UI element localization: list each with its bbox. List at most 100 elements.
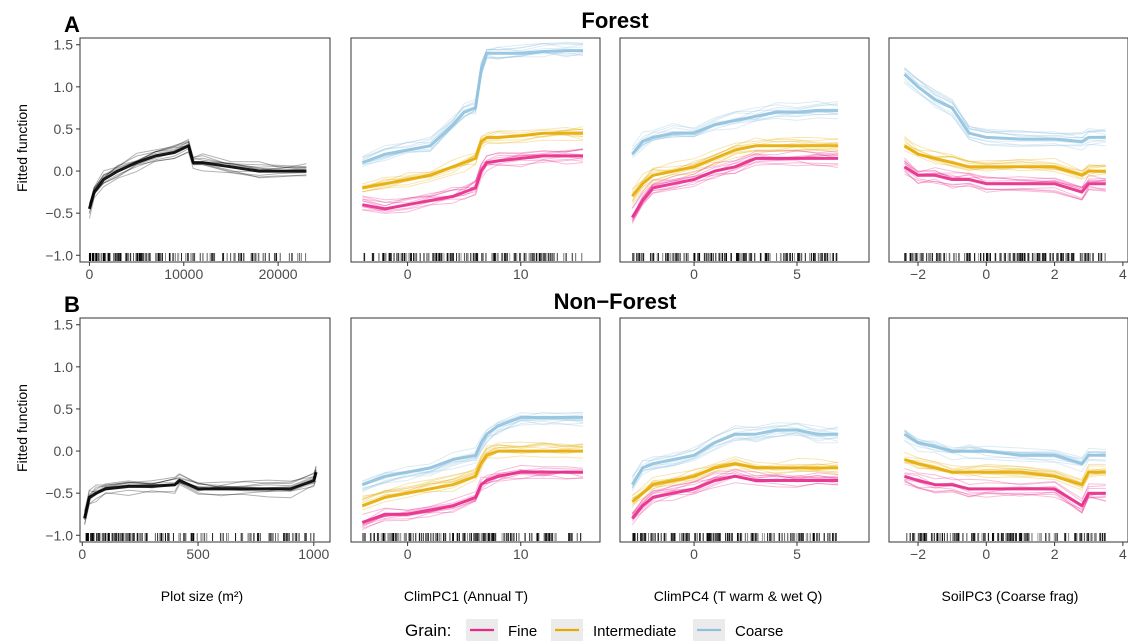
series-replicate-line [84,480,317,526]
series-line-intermediate [361,449,583,508]
series-replicate-line [84,466,317,512]
x-axis-title-soilpc3: SoilPC3 (Coarse frag) [942,588,1079,604]
series-replicate-line [904,150,1106,180]
x-tick-label: 5 [793,266,801,282]
series-replicate-line [904,68,1106,135]
x-tick-label: 10 [513,266,529,282]
x-axis-title-plot-size: Plot size (m²) [161,588,243,604]
series-replicate-line [84,465,317,518]
row-tag-a: A [64,12,80,37]
x-axis-title-climpc1: ClimPC1 (Annual T) [404,588,528,604]
series-replicate-line [904,440,1106,467]
panel-plot-area [631,100,839,261]
series-replicate-line [631,472,839,515]
series-line-fine [631,156,839,219]
series-line-intermediate [631,462,839,503]
series-replicate-line [362,418,584,489]
series-line-coarse [631,428,839,486]
series-replicate-line [904,479,1106,514]
x-tick-label: 2 [1051,546,1059,562]
series-replicate-line [362,42,584,157]
series-replicate-line [88,151,307,219]
x-tick-label: 0 [690,546,698,562]
panel-border [79,317,331,543]
series-line-fine [631,474,839,520]
series-line-intermediate [362,131,583,190]
y-tick-label: 1.5 [54,317,74,333]
y-tick-label: 0.5 [54,401,74,417]
series-line-coarse [903,73,1106,144]
series-replicate-line [631,148,839,203]
series-replicate-line [362,149,584,203]
x-tick-label: 0 [982,266,990,282]
series-replicate-line [904,72,1106,139]
series-replicate-line [362,467,584,524]
y-tick-label: 1.0 [54,359,74,375]
series-line-fine [903,474,1106,508]
series-replicate-line [904,169,1106,201]
series-replicate-line [631,138,839,193]
series-replicate-line [904,168,1106,201]
series-replicate-line [362,445,584,501]
panel-border [888,37,1128,263]
panel-plot-area [361,411,584,541]
legend: Grain: Fine Intermediate Coarse [405,619,783,641]
series-replicate-line [904,161,1106,191]
series-replicate-line [362,148,584,201]
panel-plot-area [631,422,839,541]
series-band-intermediate [631,136,839,205]
series-replicate-line [631,456,839,497]
series-replicate-line [631,150,839,209]
series-replicate-line [904,171,1106,201]
series-replicate-line [904,160,1106,188]
series-band-fine [904,157,1106,201]
series-replicate-line [631,148,839,201]
series-line-fine [362,154,583,211]
legend-label-coarse: Coarse [735,623,783,640]
series-replicate-line [362,455,584,511]
series-replicate-line [904,135,1106,172]
series-band-fit [84,465,317,526]
x-axis-title-climpc4: ClimPC4 (T warm & wet Q) [654,588,823,604]
row-title-forest: Forest [581,8,649,33]
series-line-intermediate [903,144,1106,177]
series-replicate-line [632,458,839,496]
panel-non-forest-2: 0 10 [350,317,601,562]
series-replicate-line [631,434,839,488]
rug-marks [906,533,1106,541]
series-replicate-line [362,149,584,204]
series-replicate-line [904,67,1106,135]
panel-border [79,37,331,263]
series-replicate-line [88,138,307,204]
x-tick-label: 10 [513,546,529,562]
series-line-intermediate [631,144,839,198]
series-replicate-line [904,78,1106,147]
y-tick-label: 1.0 [54,79,74,95]
series-replicate-line [631,140,839,196]
series-replicate-line [631,422,839,479]
y-tick-label: 1.5 [54,37,74,53]
series-replicate-line [88,140,307,206]
series-replicate-line [362,139,584,193]
panel-group: −1.0−0.50.00.51.01.50 10000 20000 0 10 0 5 −2 0 2… [45,37,1128,562]
legend-label-intermediate: Intermediate [593,623,676,640]
series-band-coarse [904,67,1106,151]
series-replicate-line [631,482,839,526]
series-replicate-line [631,163,839,223]
y-tick-label: −0.5 [45,485,73,501]
series-replicate-line [904,71,1106,139]
panel-non-forest-4: −2 0 2 4 [888,317,1128,562]
series-replicate-line [84,469,317,517]
series-replicate-line [84,468,317,511]
panel-forest-2: 0 10 [350,37,601,282]
panel-non-forest-1: −1.0 −0.5 0.0 0.5 1.0 1.5 0 500 1000 [45,317,331,562]
panel-border [350,317,601,543]
y-axis-title-forest: Fitted function [14,104,30,192]
series-replicate-line [88,145,307,210]
series-replicate-line [631,111,839,155]
series-line-coarse [903,432,1106,466]
y-tick-label: 0.0 [54,163,74,179]
row-tag-b: B [64,292,80,317]
